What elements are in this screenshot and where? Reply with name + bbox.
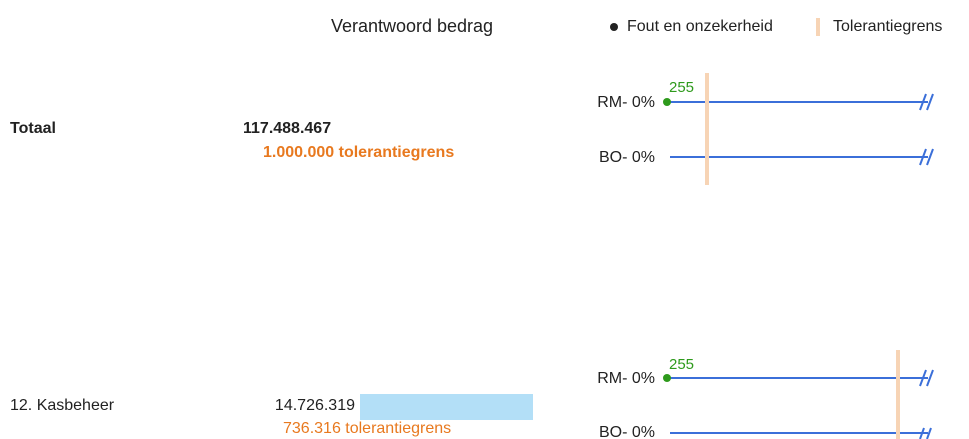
break-mark bbox=[919, 93, 934, 111]
legend-item: Tolerantiegrens bbox=[833, 18, 942, 35]
legend-item: Fout en onzekerheid bbox=[627, 18, 773, 35]
row-label: Totaal bbox=[10, 120, 56, 137]
row-tolerance: 1.000.000 tolerantiegrens bbox=[263, 144, 454, 161]
line-label: RM- 0% bbox=[597, 370, 655, 387]
line-label: BO- 0% bbox=[599, 149, 655, 166]
point-label: 255 bbox=[669, 79, 694, 96]
legend-bar bbox=[816, 18, 820, 36]
row-amount: 14.726.319 bbox=[275, 397, 355, 414]
break-mark bbox=[919, 148, 934, 166]
row-tolerance: 736.316 tolerantiegrens bbox=[283, 420, 451, 437]
line-label: BO- 0% bbox=[599, 424, 655, 439]
line-label: RM- 0% bbox=[597, 94, 655, 111]
break-mark bbox=[919, 369, 934, 387]
column-title: Verantwoord bedrag bbox=[331, 16, 493, 36]
amount-bar bbox=[360, 394, 533, 420]
row-amount: 117.488.467 bbox=[243, 120, 331, 137]
legend-dot bbox=[610, 23, 618, 31]
break-mark bbox=[919, 427, 932, 439]
point bbox=[663, 98, 671, 106]
point bbox=[663, 374, 671, 382]
row-label: 12. Kasbeheer bbox=[10, 397, 115, 414]
point-label: 255 bbox=[669, 356, 694, 373]
